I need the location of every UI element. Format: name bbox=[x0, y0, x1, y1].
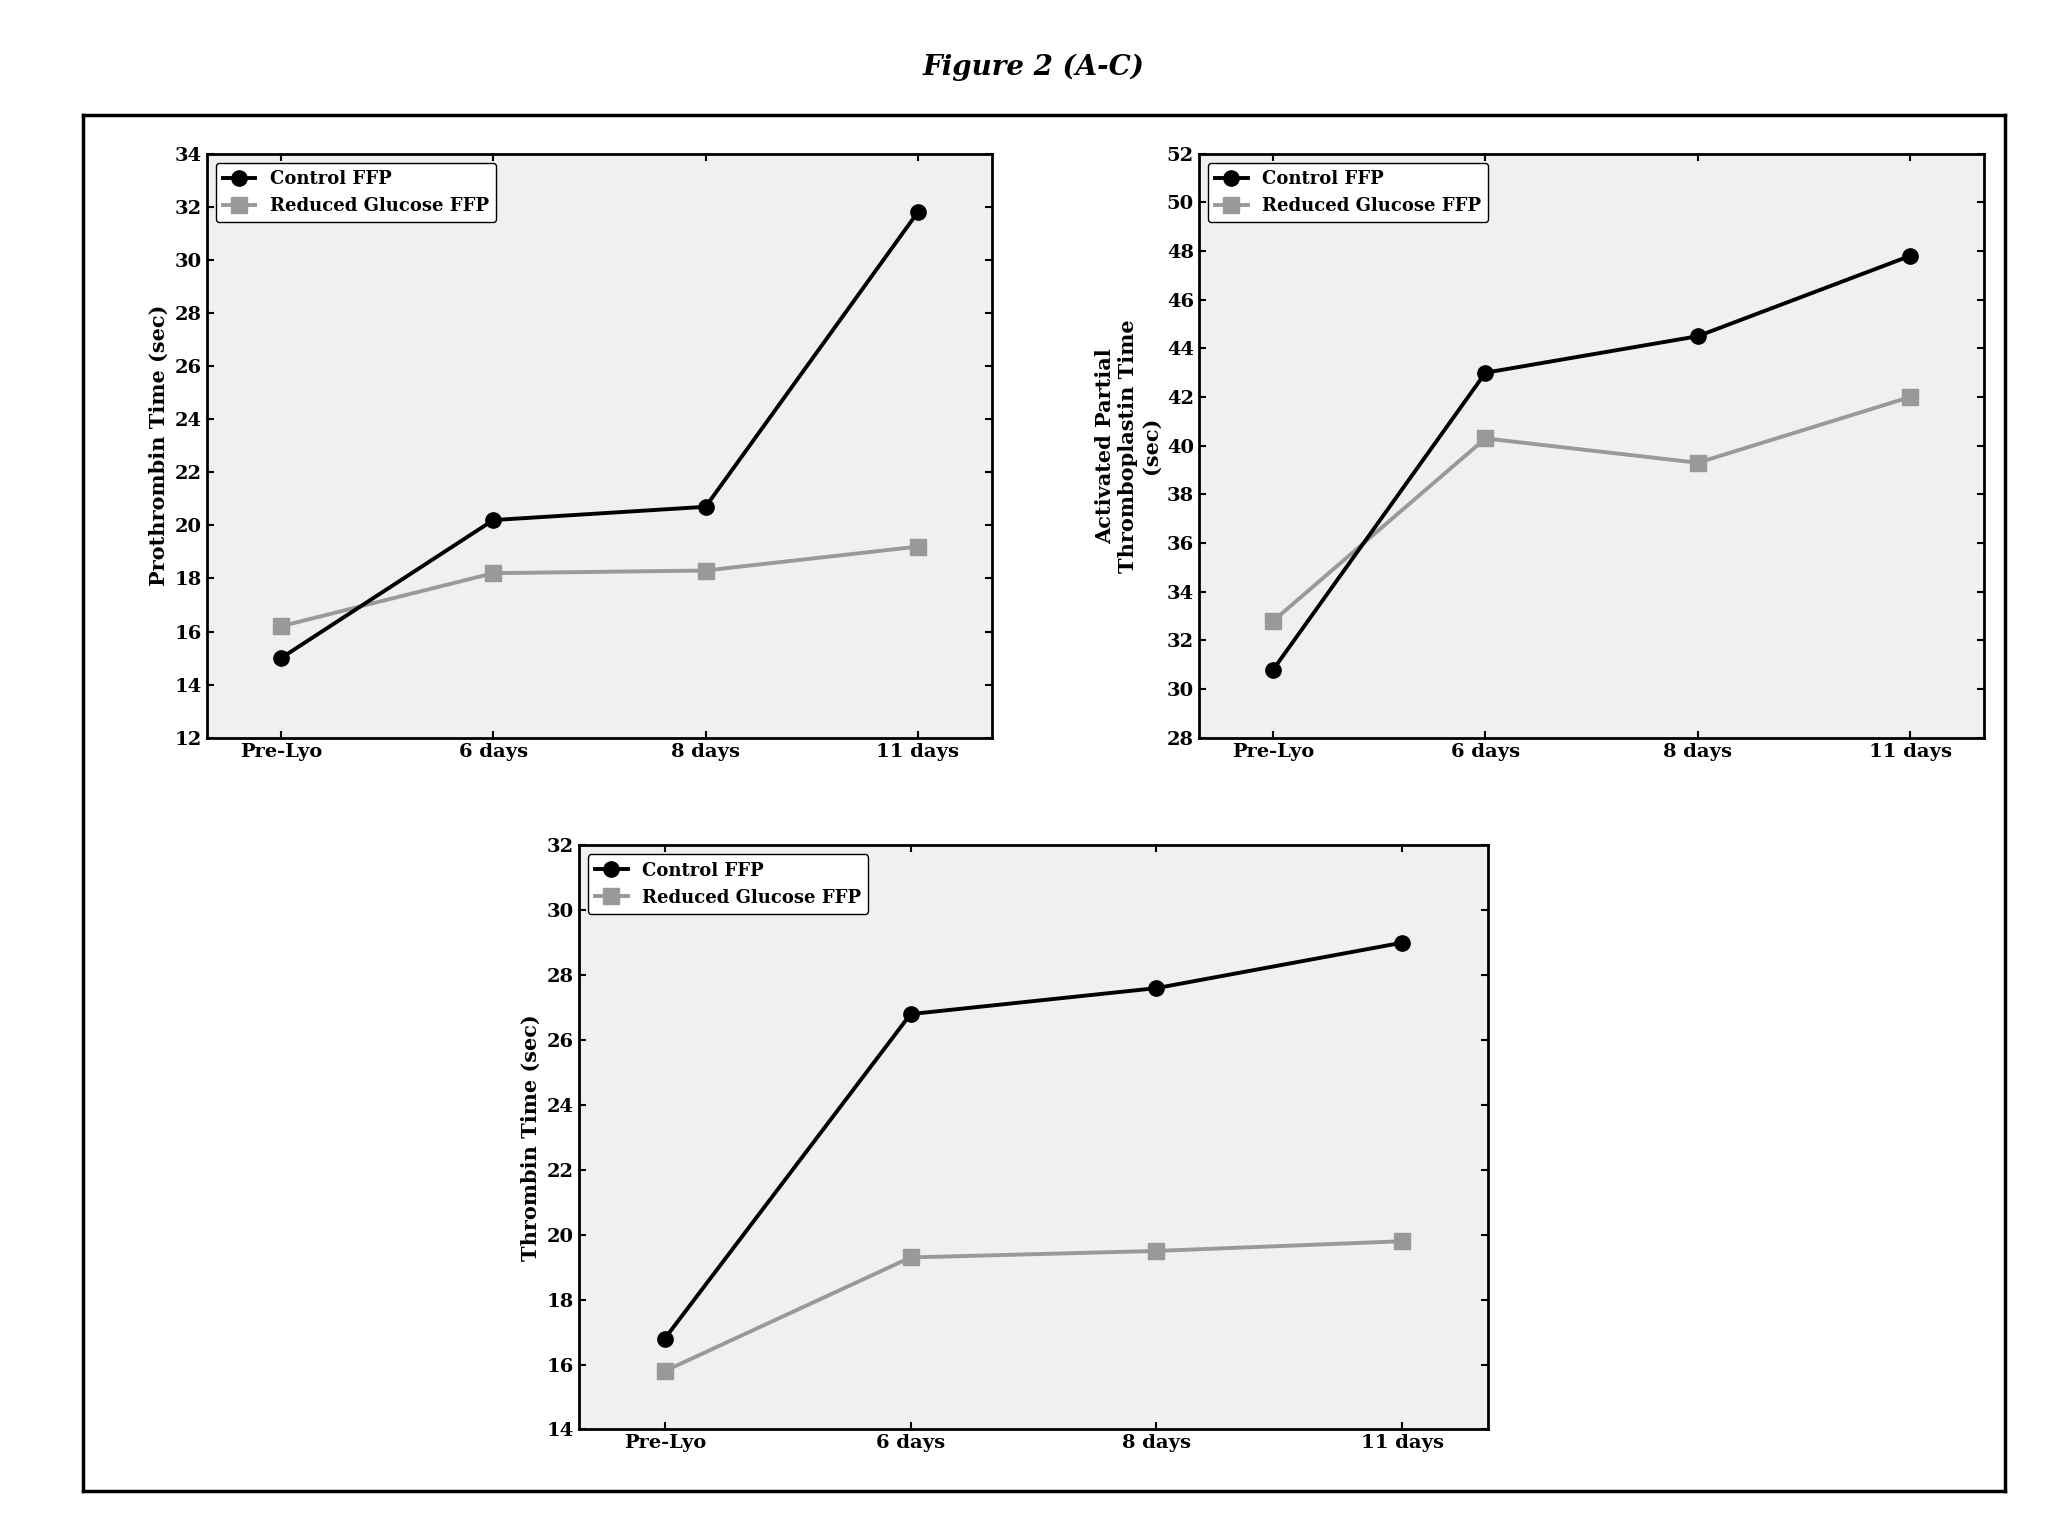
Line: Control FFP: Control FFP bbox=[657, 934, 1410, 1346]
Text: Figure 2 (A-C): Figure 2 (A-C) bbox=[922, 54, 1145, 81]
Control FFP bbox=[482, 510, 506, 529]
Control FFP bbox=[692, 498, 717, 516]
Reduced Glucose FFP bbox=[1474, 429, 1499, 447]
Reduced Glucose FFP bbox=[1898, 387, 1922, 406]
Reduced Glucose FFP bbox=[482, 564, 506, 583]
Control FFP bbox=[653, 1330, 678, 1348]
Control FFP bbox=[1143, 979, 1168, 998]
Reduced Glucose FFP bbox=[905, 538, 930, 556]
Reduced Glucose FFP bbox=[1389, 1233, 1414, 1251]
Line: Control FFP: Control FFP bbox=[1265, 249, 1918, 678]
Y-axis label: Thrombin Time (sec): Thrombin Time (sec) bbox=[521, 1014, 542, 1260]
Control FFP bbox=[905, 203, 930, 221]
Reduced Glucose FFP bbox=[1261, 612, 1286, 630]
Control FFP bbox=[269, 649, 294, 667]
Legend: Control FFP, Reduced Glucose FFP: Control FFP, Reduced Glucose FFP bbox=[1207, 163, 1488, 223]
Reduced Glucose FFP bbox=[653, 1362, 678, 1380]
Control FFP bbox=[899, 1005, 924, 1024]
Reduced Glucose FFP bbox=[1143, 1242, 1168, 1260]
Control FFP bbox=[1898, 247, 1922, 266]
Reduced Glucose FFP bbox=[899, 1248, 924, 1266]
Reduced Glucose FFP bbox=[692, 561, 717, 579]
Line: Reduced Glucose FFP: Reduced Glucose FFP bbox=[1265, 389, 1918, 629]
Line: Control FFP: Control FFP bbox=[273, 204, 926, 666]
Control FFP bbox=[1261, 661, 1286, 679]
Y-axis label: Prothrombin Time (sec): Prothrombin Time (sec) bbox=[149, 304, 169, 587]
Reduced Glucose FFP bbox=[1685, 453, 1709, 472]
Legend: Control FFP, Reduced Glucose FFP: Control FFP, Reduced Glucose FFP bbox=[587, 855, 868, 915]
Line: Reduced Glucose FFP: Reduced Glucose FFP bbox=[657, 1234, 1410, 1379]
Line: Reduced Glucose FFP: Reduced Glucose FFP bbox=[273, 539, 926, 633]
Legend: Control FFP, Reduced Glucose FFP: Control FFP, Reduced Glucose FFP bbox=[215, 163, 496, 223]
Reduced Glucose FFP bbox=[269, 616, 294, 635]
Control FFP bbox=[1474, 364, 1499, 383]
Control FFP bbox=[1389, 933, 1414, 951]
Y-axis label: Activated Partial
Thromboplastin Time
(sec): Activated Partial Thromboplastin Time (s… bbox=[1096, 318, 1162, 573]
Control FFP bbox=[1685, 327, 1709, 346]
